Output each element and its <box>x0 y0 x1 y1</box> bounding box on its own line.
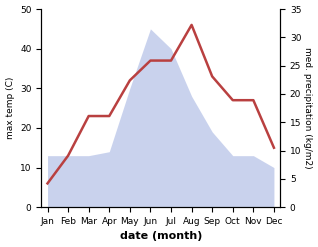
Y-axis label: max temp (C): max temp (C) <box>5 77 15 139</box>
Y-axis label: med. precipitation (kg/m2): med. precipitation (kg/m2) <box>303 47 313 169</box>
X-axis label: date (month): date (month) <box>120 231 202 242</box>
